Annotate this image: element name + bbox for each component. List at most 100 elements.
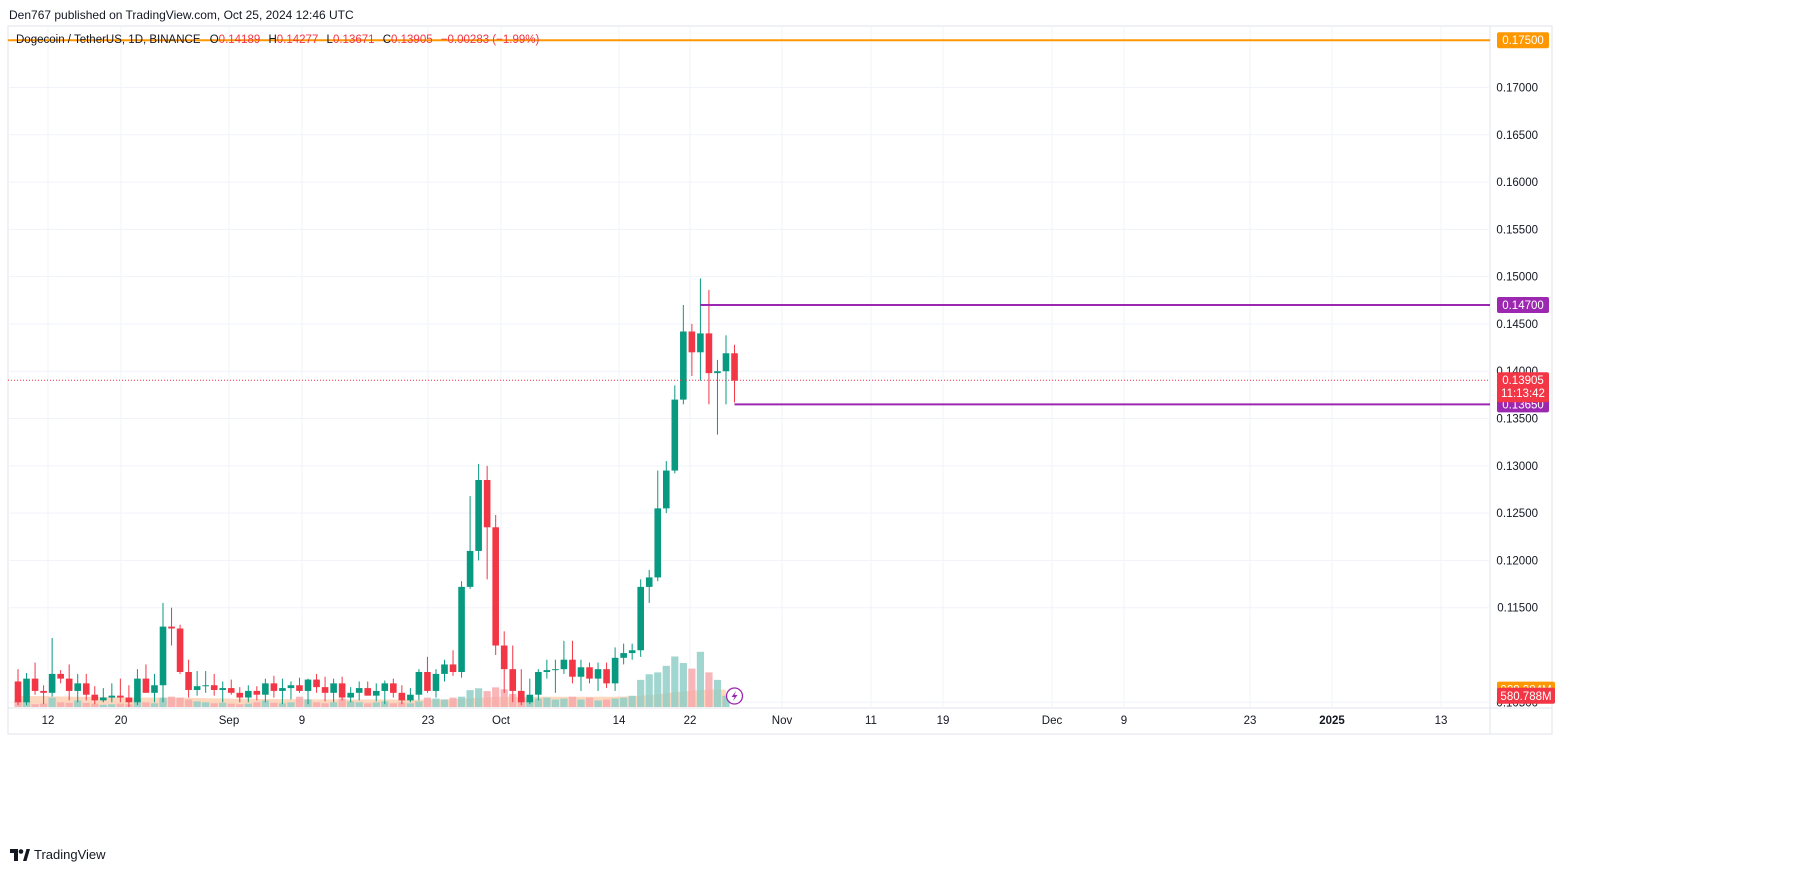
y-tick-label: 0.17000: [1496, 82, 1538, 94]
candle: [193, 671, 201, 696]
x-tick-label: 20: [115, 715, 128, 727]
candle: [236, 687, 244, 703]
candle: [731, 344, 738, 403]
candle-body: [253, 690, 261, 695]
footer-brand[interactable]: TradingView: [10, 847, 106, 862]
volume-bar: [637, 679, 645, 707]
volume-bar: [116, 703, 124, 707]
volume-bar: [688, 668, 696, 707]
candle: [509, 645, 517, 703]
volume-bar: [679, 663, 687, 707]
candle-body: [74, 683, 82, 691]
high-label: H: [268, 34, 277, 46]
volume-bar: [671, 656, 679, 707]
candle-body: [535, 672, 542, 695]
candle: [492, 514, 499, 655]
candle-body: [458, 586, 465, 673]
candle-body: [731, 353, 738, 381]
candle-body: [662, 470, 670, 509]
candle-body: [671, 399, 679, 471]
candles: [14, 278, 738, 707]
volume-bar: [330, 702, 338, 707]
volume-bar: [82, 702, 90, 707]
volume-bar: [457, 696, 466, 707]
volume-bar: [483, 691, 491, 707]
candle-body: [65, 678, 73, 691]
candle: [586, 662, 593, 684]
candle: [415, 669, 423, 701]
candle-body: [330, 683, 337, 693]
x-tick-label: 13: [1435, 715, 1448, 727]
candle: [287, 681, 295, 700]
volume-bar: [551, 699, 559, 707]
candle-body: [125, 697, 133, 703]
candle: [475, 463, 482, 561]
volume-tag-label: 580.788M: [1500, 691, 1551, 703]
volume-bar: [159, 697, 167, 707]
candle: [117, 678, 124, 703]
candle-body: [14, 681, 22, 703]
candle: [338, 676, 346, 701]
candle: [304, 678, 312, 705]
candle: [270, 675, 278, 698]
candle-body: [441, 664, 448, 674]
candle: [168, 607, 175, 646]
volume-bar: [466, 690, 474, 707]
candle: [654, 470, 662, 582]
x-tick-label: 23: [1244, 715, 1257, 727]
candle: [560, 640, 568, 674]
candle-body: [372, 690, 380, 696]
candle: [372, 683, 380, 702]
candle: [611, 647, 619, 691]
candle-body: [697, 333, 704, 353]
candle: [603, 662, 610, 689]
candle-body: [705, 333, 713, 374]
lightning-icon[interactable]: [725, 687, 744, 705]
candle-body: [577, 667, 585, 677]
y-tick-label: 0.12500: [1496, 508, 1538, 520]
candle: [432, 669, 440, 698]
volume-bar: [210, 703, 218, 707]
candle: [424, 656, 431, 693]
candle: [543, 659, 551, 679]
candle-body: [381, 683, 389, 691]
candle: [108, 683, 116, 703]
y-tick-label: 0.12000: [1496, 555, 1538, 567]
volume-bar: [270, 702, 278, 707]
candle: [714, 359, 721, 435]
volume-bar: [91, 703, 99, 707]
candle: [82, 673, 90, 701]
candle: [262, 678, 269, 703]
volume-bar: [432, 698, 440, 707]
candle-body: [620, 653, 627, 658]
candle-body: [594, 669, 602, 679]
x-tick-label: 22: [684, 715, 697, 727]
candle: [330, 678, 337, 703]
candle-body: [270, 683, 278, 691]
candle: [458, 581, 465, 678]
volume-bar: [662, 665, 670, 707]
volume-bar: [611, 698, 619, 707]
candle: [296, 677, 303, 693]
volume-bar: [645, 674, 653, 707]
candle: [594, 662, 602, 691]
volume-bar: [492, 687, 500, 707]
candle-body: [82, 683, 90, 695]
candle-body: [159, 626, 167, 686]
volume-bar: [449, 697, 457, 707]
candle: [620, 643, 627, 665]
candle: [253, 686, 261, 701]
volume-bar: [381, 701, 389, 707]
price-level-tag: [1497, 32, 1549, 49]
candle-body: [569, 659, 576, 677]
candle: [577, 659, 585, 691]
symbol-name[interactable]: Dogecoin / TetherUS, 1D, BINANCE: [16, 34, 201, 46]
candle-body: [722, 353, 730, 372]
x-tick-label: 14: [613, 715, 626, 727]
footer-brand-label: TradingView: [34, 847, 106, 862]
candle-body: [475, 480, 482, 551]
candle: [91, 686, 99, 705]
candle-body: [424, 672, 431, 691]
volume-bar: [705, 672, 713, 707]
